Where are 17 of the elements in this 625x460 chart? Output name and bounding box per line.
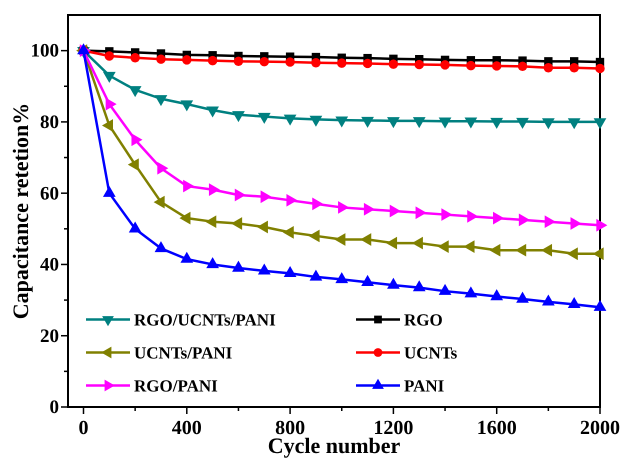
x-tick-label: 1600: [476, 417, 517, 439]
x-tick-label: 0: [78, 417, 88, 439]
y-tick-label: 40: [40, 254, 59, 276]
legend-label: UCNTs: [404, 343, 458, 362]
y-tick-label: 20: [40, 326, 59, 347]
legend-label: PANI: [404, 376, 445, 396]
y-tick-label: 0: [50, 397, 59, 418]
x-tick-label: 400: [172, 417, 202, 439]
y-tick-label: 60: [40, 183, 59, 204]
x-tick-label: 2000: [580, 417, 620, 439]
y-axis-title: Capacitance retetion%: [8, 102, 33, 320]
y-tick-label: 100: [30, 40, 59, 62]
legend-label: RGO/PANI: [134, 376, 218, 396]
legend-label: UCNTs/PANI: [134, 343, 233, 362]
y-tick-label: 80: [40, 112, 59, 133]
legend-label: RGO: [404, 310, 443, 330]
legend-label: RGO/UCNTs/PANI: [134, 310, 276, 330]
